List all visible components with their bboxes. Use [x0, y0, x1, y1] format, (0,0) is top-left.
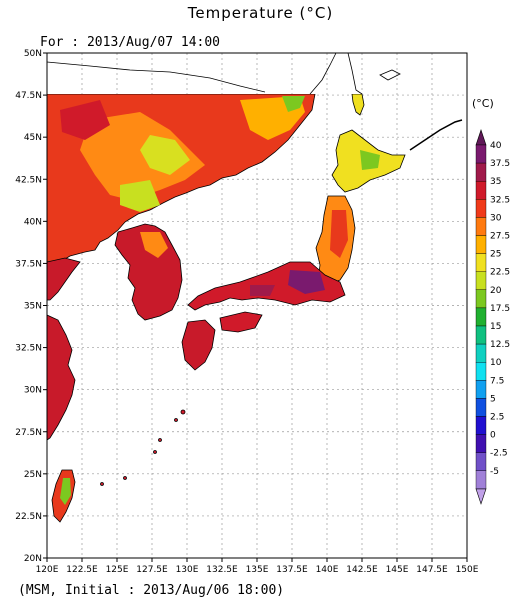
- lat-tick-label: 42.5N: [15, 175, 42, 185]
- colorbar-label: -5: [490, 467, 499, 477]
- lon-tick-label: 142.5E: [346, 565, 378, 575]
- colorbar-label: 12.5: [490, 340, 510, 350]
- colorbar-label: 10: [490, 358, 502, 368]
- colorbar-bin: [475, 343, 487, 363]
- colorbar-bin: [475, 217, 487, 236]
- lat-tick-label: 37.5N: [15, 259, 42, 269]
- lon-tick-label: 145E: [386, 565, 409, 575]
- lat-tick-label: 47.5N: [15, 91, 42, 101]
- sakhalin: [351, 94, 365, 116]
- map-title: Temperature (°C): [187, 4, 334, 22]
- colorbar-label: 0: [490, 431, 496, 441]
- land-temperature-field: [47, 94, 463, 523]
- colorbar-bin: [475, 235, 487, 254]
- lon-tick-label: 122.5E: [66, 565, 98, 575]
- colorbar-bin: [475, 199, 487, 218]
- colorbar-label: 35: [490, 177, 501, 187]
- colorbar-bin: [475, 434, 487, 453]
- lon-tick-label: 132.5E: [206, 565, 238, 575]
- lon-tick-label: 150E: [456, 565, 479, 575]
- lon-tick-label: 135E: [246, 565, 269, 575]
- lat-tick-label: 50N: [24, 49, 42, 59]
- colorbar-bin: [475, 380, 487, 399]
- latitude-axis: 50N 47.5N 45N 42.5N 40N 37.5N 35N 32.5N 30N 27.5N…: [15, 49, 47, 564]
- lon-tick-label: 127.5E: [136, 565, 168, 575]
- colorbar-bottom-arrow: [475, 488, 487, 505]
- colorbar-label: 17.5: [490, 304, 510, 314]
- china-coast-south: [47, 257, 81, 301]
- lat-tick-label: 40N: [24, 217, 42, 227]
- china-coast-southeast: [47, 314, 76, 441]
- lat-tick-label: 27.5N: [15, 428, 42, 438]
- colorbar-bin: [475, 470, 487, 490]
- colorbar-bin: [475, 325, 487, 345]
- colorbar: 40 37.5 35 32.5 30 27.5 25 22.5 20 17.5 15 12.5 10 7.…: [475, 129, 510, 505]
- lon-tick-label: 125E: [106, 565, 129, 575]
- lat-tick-label: 45N: [24, 133, 42, 143]
- colorbar-bin: [475, 362, 487, 381]
- colorbar-label: 15: [490, 322, 501, 332]
- colorbar-top-arrow: [475, 129, 487, 146]
- lon-tick-label: 147.5E: [416, 565, 448, 575]
- colorbar-label: 32.5: [490, 195, 510, 205]
- lon-tick-label: 137.5E: [276, 565, 308, 575]
- colorbar-label: 2.5: [490, 413, 504, 423]
- colorbar-bin: [475, 398, 487, 417]
- colorbar-bin: [475, 452, 487, 472]
- colorbar-label: 27.5: [490, 232, 510, 242]
- coastline-north: [46, 52, 401, 95]
- lon-tick-label: 140E: [316, 565, 339, 575]
- lon-tick-label: 130E: [176, 565, 199, 575]
- forecast-time: For : 2013/Aug/07 14:00: [40, 35, 221, 50]
- colorbar-bin: [475, 180, 487, 200]
- lat-tick-label: 35N: [24, 302, 42, 312]
- colorbar-bin: [475, 162, 487, 182]
- colorbar-bin: [475, 271, 487, 291]
- lat-tick-label: 30N: [24, 386, 42, 396]
- model-initial-time: (MSM, Initial : 2013/Aug/06 18:00): [18, 583, 285, 598]
- lat-tick-label: 25N: [24, 470, 42, 480]
- colorbar-bin: [475, 253, 487, 272]
- colorbar-label: -2.5: [490, 449, 508, 459]
- colorbar-label: 5: [490, 394, 496, 404]
- shikoku: [219, 311, 263, 333]
- lat-tick-label: 32.5N: [15, 344, 42, 354]
- colorbar-label: 40: [490, 141, 502, 151]
- kyushu: [181, 319, 216, 371]
- lat-tick-label: 20N: [24, 554, 42, 564]
- colorbar-label: 37.5: [490, 159, 510, 169]
- colorbar-label: 25: [490, 250, 501, 260]
- colorbar-bin: [475, 416, 487, 435]
- colorbar-bin: [475, 144, 487, 164]
- colorbar-bin: [475, 289, 487, 309]
- colorbar-label: 22.5: [490, 268, 510, 278]
- colorbar-label: 20: [490, 286, 502, 296]
- colorbar-unit-label: (°C): [472, 97, 494, 110]
- lon-tick-label: 120E: [36, 565, 59, 575]
- colorbar-label: 7.5: [490, 376, 504, 386]
- lat-tick-label: 22.5N: [15, 512, 42, 522]
- longitude-axis: 120E 122.5E 125E 127.5E 130E 132.5E 135E 137.5E…: [36, 558, 479, 575]
- colorbar-label: 30: [490, 213, 502, 223]
- colorbar-bin: [475, 307, 487, 327]
